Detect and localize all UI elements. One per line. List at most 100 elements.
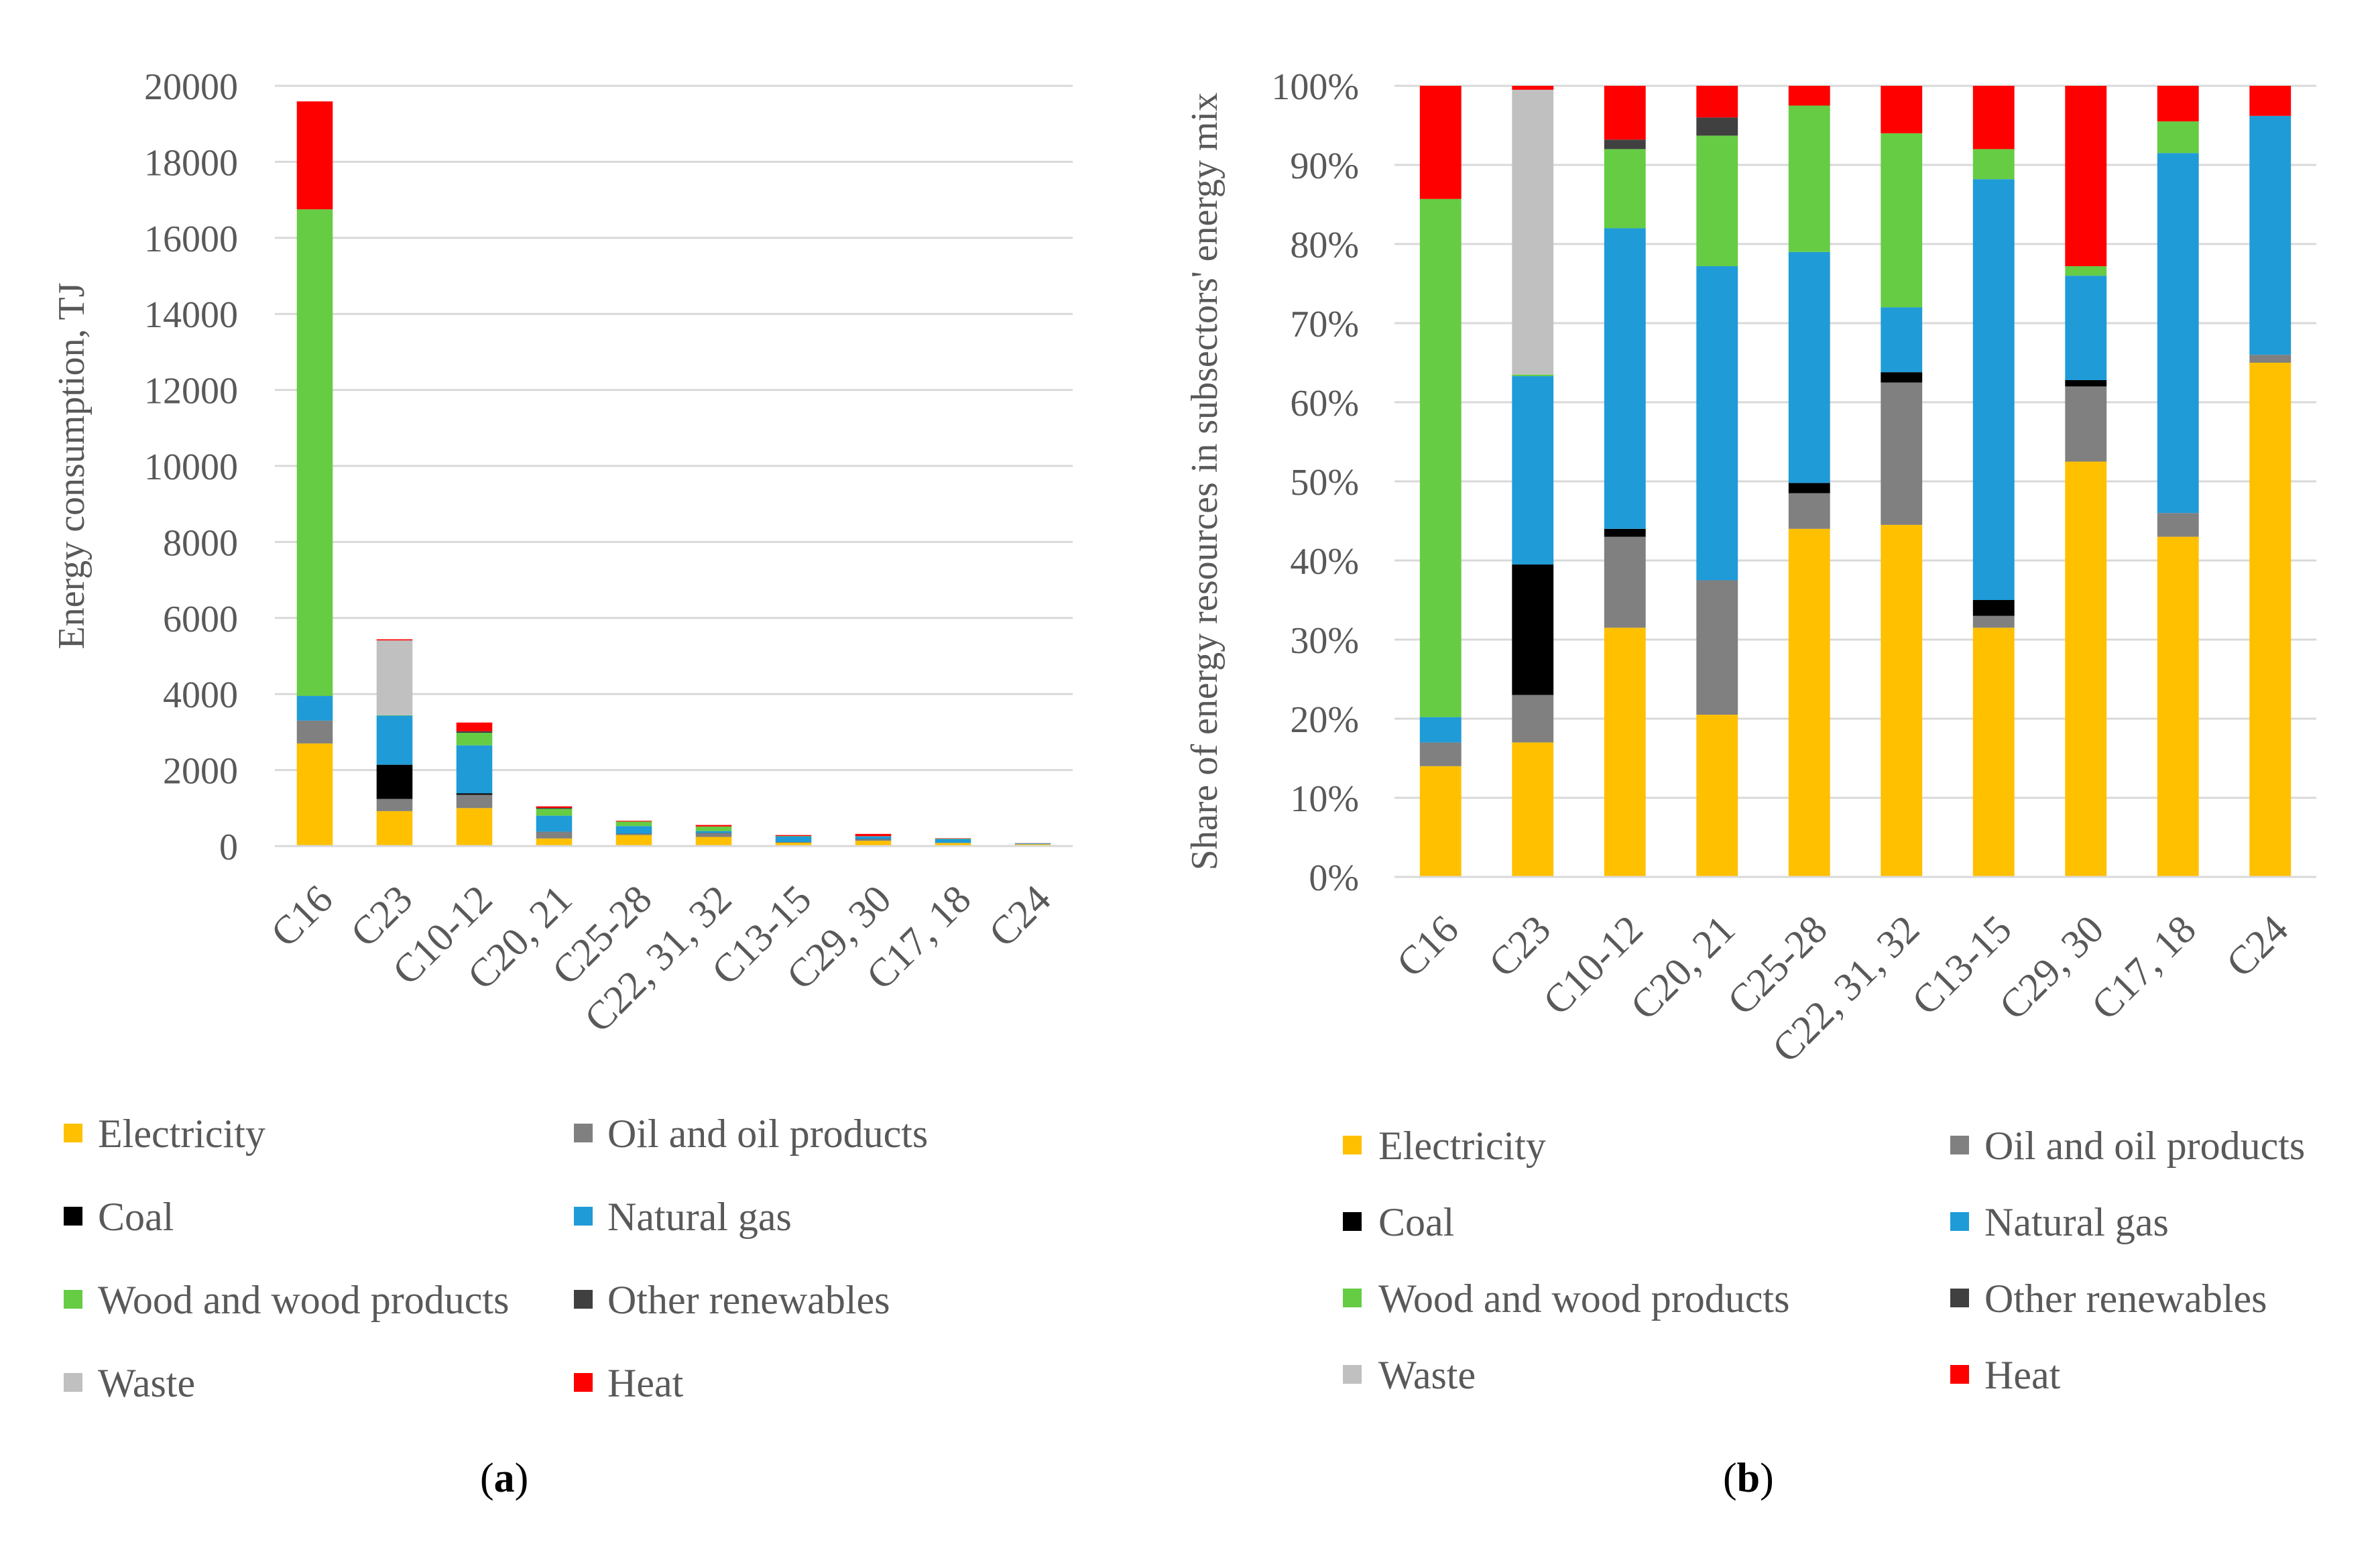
panel-b-bar-c10-12-other-renewables <box>1604 139 1646 150</box>
panel-a-bar-c16-electricity <box>296 743 333 846</box>
panel-b-bar-c16-natural-gas <box>1419 717 1462 743</box>
panel-a-legend-label-wood-and-wood-products: Wood and wood products <box>98 1278 509 1322</box>
panel-b-bar-c13-15-electricity <box>1972 628 2015 877</box>
panel-b-bar-c22-31-32-oil-and-oil-products <box>1881 382 1923 525</box>
panel-b-bar-c25-28-electricity <box>1788 528 1830 877</box>
caption-a-close: ) <box>514 1455 529 1501</box>
panel-a-bar-c22-31-32-wood-and-wood-products <box>695 826 732 831</box>
panel-a-bar-c10-12-coal <box>456 793 493 795</box>
panel-a-legend-swatch-other-renewables <box>574 1290 593 1309</box>
panel-b-x-tick-label: C24 <box>2218 907 2296 986</box>
panel-b-bar-c13-15-coal <box>1972 600 2015 616</box>
panel-b-bar-c22-31-32-wood-and-wood-products <box>1881 133 1923 308</box>
panel-a-bar-c29-30-electricity <box>855 841 892 846</box>
panel-b-bar-c20-21-electricity <box>1696 715 1738 877</box>
panel-b-legend-swatch-heat <box>1950 1365 1969 1384</box>
panel-a-legend-swatch-electricity <box>64 1124 82 1142</box>
panel-b-bar-c24-natural-gas <box>2249 115 2292 355</box>
panel-b-bar-c20-21-oil-and-oil-products <box>1696 580 1738 715</box>
panel-a-bar-c24-natural-gas <box>1014 843 1051 845</box>
panel-b-bar-c23-oil-and-oil-products <box>1512 695 1554 743</box>
panel-b-bar-c25-28-oil-and-oil-products <box>1788 493 1830 529</box>
panel-a-bar-c16-wood-and-wood-products <box>296 209 333 697</box>
panel-a-bar-c17-18-electricity <box>935 843 971 846</box>
panel-b-bar-c10-12-natural-gas <box>1604 228 1646 529</box>
panel-a-bar-c13-15-heat <box>775 835 812 836</box>
panel-b-bar-c29-30-oil-and-oil-products <box>2065 386 2107 462</box>
panel-a-bar-c22-31-32-heat <box>695 825 732 827</box>
panel-b-bar-c25-28-heat <box>1788 86 1830 106</box>
panel-a-y-tick-label: 10000 <box>144 447 238 488</box>
panel-a-legend-swatch-oil-and-oil-products <box>574 1124 593 1142</box>
panel-b-legend-swatch-wood-and-wood-products <box>1343 1289 1362 1307</box>
panel-b-y-tick-label: 50% <box>1290 462 1359 503</box>
panel-b-y-tick-label: 100% <box>1271 66 1359 108</box>
panel-b-bar-c25-28-natural-gas <box>1788 251 1830 483</box>
panel-a-legend-label-other-renewables: Other renewables <box>607 1278 890 1322</box>
panel-a-y-tick-label: 0 <box>219 827 238 868</box>
panel-b-bar-c22-31-32-natural-gas <box>1881 307 1923 373</box>
panel-a-bar-c25-28-electricity <box>615 835 652 846</box>
panel-b-bar-c24-oil-and-oil-products <box>2249 355 2292 363</box>
caption-a-open: ( <box>480 1455 494 1501</box>
panel-a-legend-label-natural-gas: Natural gas <box>607 1195 792 1239</box>
panel-a-y-tick-label: 14000 <box>144 294 238 336</box>
panel-b-bar-c23-wood-and-wood-products <box>1512 374 1554 377</box>
panel-b-y-tick-label: 30% <box>1290 620 1359 662</box>
panel-a-bar-c25-28-natural-gas <box>615 826 652 834</box>
panel-a-bar-c23-natural-gas <box>376 715 413 765</box>
panel-a-bar-c10-12-oil-and-oil-products <box>456 794 493 809</box>
panel-b-bar-c10-12-wood-and-wood-products <box>1604 149 1646 229</box>
panel-b-y-tick-label: 0% <box>1309 857 1359 899</box>
panel-b-bar-c17-18-electricity <box>2157 536 2199 877</box>
panel-a-bar-c10-12-natural-gas <box>456 745 493 794</box>
panel-a-legend-label-waste: Waste <box>98 1361 195 1405</box>
panel-b-bar-c16-oil-and-oil-products <box>1419 742 1462 766</box>
panel-a-bar-c29-30-heat <box>855 833 892 837</box>
panel-a-y-tick-label: 12000 <box>144 371 238 412</box>
panel-b-legend-swatch-electricity <box>1343 1136 1362 1154</box>
panel-a-bar-c20-21-electricity <box>536 838 573 846</box>
panel-b-bar-c29-30-coal <box>2065 379 2107 387</box>
panel-a-legend-swatch-natural-gas <box>574 1207 593 1226</box>
panel-a-x-tick-label: C24 <box>980 877 1059 955</box>
panel-b-bar-c29-30-natural-gas <box>2065 276 2107 380</box>
panel-b-y-tick-label: 90% <box>1290 145 1359 187</box>
panel-b-y-tick-label: 10% <box>1290 778 1359 820</box>
panel-a-y-tick-label: 8000 <box>163 522 238 564</box>
panel-a-bar-c23-heat <box>376 639 413 641</box>
panel-b-legend-label-wood-and-wood-products: Wood and wood products <box>1378 1276 1789 1321</box>
panel-b-bar-c22-31-32-heat <box>1881 86 1923 133</box>
panel-b-y-tick-label: 40% <box>1290 541 1359 583</box>
panel-a-y-tick-label: 20000 <box>144 66 238 108</box>
panel-b-bar-c24-electricity <box>2249 363 2292 877</box>
panel-b-bar-c13-15-heat <box>1972 86 2015 150</box>
panel-b-legend-swatch-natural-gas <box>1950 1212 1969 1231</box>
panel-a-legend-swatch-waste <box>64 1373 82 1392</box>
panel-b-bar-c17-18-natural-gas <box>2157 153 2199 514</box>
panel-b-bar-c23-heat <box>1512 86 1554 90</box>
panel-b-bar-c17-18-heat <box>2157 86 2199 122</box>
panel-a-bar-c23-electricity <box>376 811 413 846</box>
chart-panel-b: 0% 10% 20% 30% 40% 50% 60% 70% 80% 90% 100% Share o… <box>1184 66 2316 1397</box>
panel-b-legend-label-coal: Coal <box>1378 1200 1454 1244</box>
panel-b-bar-c16-electricity <box>1419 766 1462 877</box>
panel-b-x-tick-label: C23 <box>1480 907 1559 986</box>
panel-b-x-tick-label: C17, 18 <box>2083 907 2204 1028</box>
panel-a-bar-c29-30-oil-and-oil-products <box>855 839 892 841</box>
panel-b-y-axis-label: Share of energy resources in subsectors'… <box>1184 93 1226 870</box>
panel-b-y-tick-label: 60% <box>1290 383 1359 424</box>
panel-b-bar-c13-15-oil-and-oil-products <box>1972 615 2015 628</box>
panel-a-y-tick-label: 16000 <box>144 219 238 260</box>
panel-a-bar-c16-heat <box>296 101 333 210</box>
panel-a-bar-c23-wood-and-wood-products <box>376 715 413 716</box>
caption-b-open: ( <box>1723 1455 1737 1501</box>
panel-a-y-tick-label: 18000 <box>144 142 238 184</box>
panel-b-bar-c16-wood-and-wood-products <box>1419 198 1462 717</box>
panel-a-legend-label-coal: Coal <box>98 1195 174 1239</box>
caption-a: (a) <box>480 1455 528 1502</box>
panel-b-bar-c29-30-electricity <box>2065 461 2107 877</box>
caption-b-letter: b <box>1736 1455 1761 1501</box>
panel-b-bar-c22-31-32-electricity <box>1881 524 1923 877</box>
